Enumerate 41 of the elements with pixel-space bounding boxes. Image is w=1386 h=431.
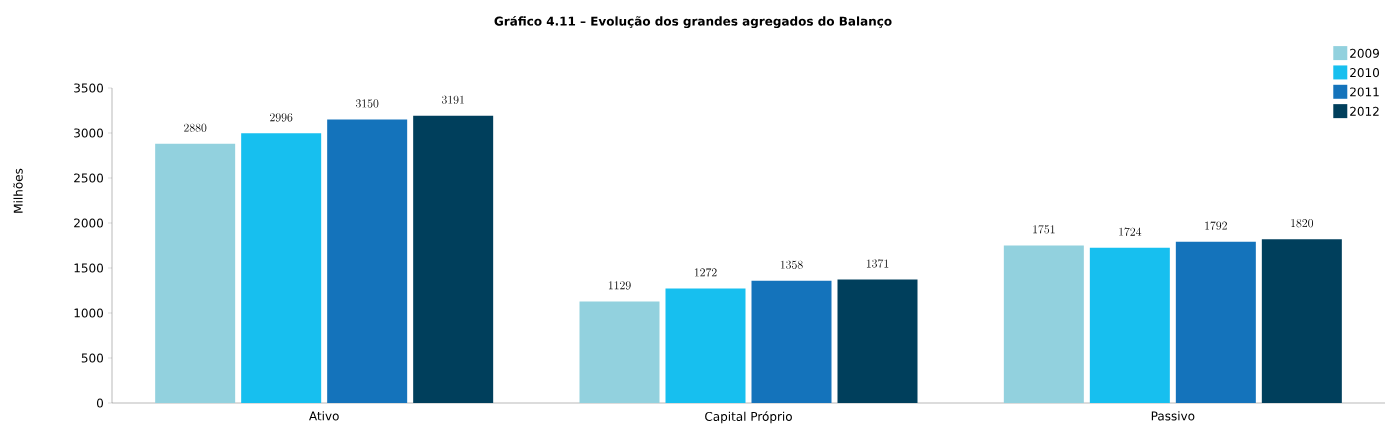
bar xyxy=(1261,239,1342,403)
data-label: 2996 xyxy=(270,113,293,122)
bar xyxy=(579,301,660,403)
bar xyxy=(751,280,832,403)
data-label: 1751 xyxy=(1033,225,1055,234)
bar xyxy=(413,115,494,403)
bar xyxy=(1175,241,1256,403)
data-label: 1792 xyxy=(1205,221,1227,230)
data-label: 2880 xyxy=(184,123,207,132)
y-tick-label: 1000 xyxy=(74,308,103,318)
y-tick-label: 1500 xyxy=(74,263,103,273)
y-axis-title: Milhões xyxy=(13,168,23,213)
data-label: 3150 xyxy=(355,99,379,108)
x-tick-label: Capital Próprio xyxy=(705,411,792,424)
data-label: 1820 xyxy=(1291,219,1314,228)
bar xyxy=(327,119,408,403)
y-tick-label: 2500 xyxy=(74,173,103,183)
legend-label: 2009 xyxy=(1350,48,1379,58)
data-label: 1724 xyxy=(1119,227,1142,236)
x-tick-label: Passivo xyxy=(1151,411,1195,421)
legend-label: 2011 xyxy=(1350,87,1379,97)
data-label: 3191 xyxy=(441,95,464,104)
y-tick-label: 0 xyxy=(96,398,104,408)
bar xyxy=(1003,245,1084,403)
bar xyxy=(837,279,918,403)
y-tick-label: 2000 xyxy=(74,218,103,228)
bar xyxy=(665,288,746,403)
legend-label: 2012 xyxy=(1350,106,1379,116)
legend-label: 2010 xyxy=(1350,68,1380,78)
bar xyxy=(1089,247,1170,403)
data-label: 1129 xyxy=(608,281,631,290)
data-label: 1371 xyxy=(866,259,889,268)
bar xyxy=(155,143,236,403)
data-label: 1358 xyxy=(780,260,803,269)
x-tick-label: Ativo xyxy=(309,411,339,421)
data-label: 1272 xyxy=(694,268,717,277)
y-tick-label: 500 xyxy=(81,353,103,363)
y-tick-label: 3000 xyxy=(74,128,103,138)
y-tick-label: 3500 xyxy=(74,83,103,93)
chart-title: Gráfico 4.11 – Evolução dos grandes agregados do Balanço xyxy=(494,15,892,29)
bar xyxy=(241,133,322,403)
